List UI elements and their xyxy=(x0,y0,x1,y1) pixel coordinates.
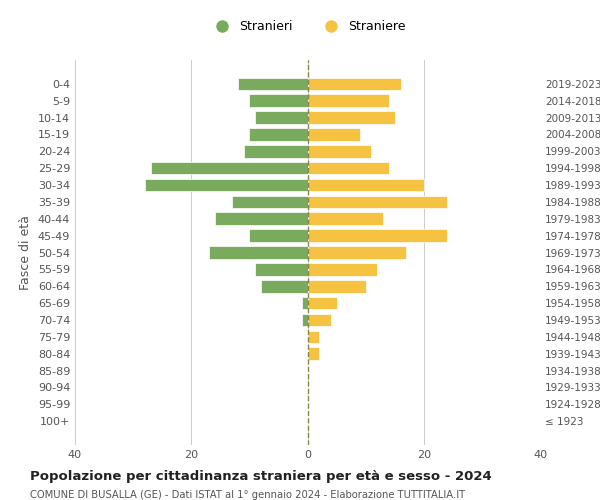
Bar xyxy=(244,145,308,158)
Bar xyxy=(308,212,383,225)
Bar xyxy=(255,263,308,276)
Bar xyxy=(232,196,308,208)
Bar xyxy=(250,230,308,242)
Legend: Stranieri, Straniere: Stranieri, Straniere xyxy=(206,16,409,36)
Bar xyxy=(308,246,406,259)
Bar xyxy=(255,111,308,124)
Bar xyxy=(250,94,308,107)
Bar xyxy=(308,280,365,292)
Bar xyxy=(209,246,308,259)
Bar xyxy=(308,162,389,174)
Bar xyxy=(308,78,401,90)
Bar xyxy=(308,348,319,360)
Bar xyxy=(308,297,337,310)
Text: Popolazione per cittadinanza straniera per età e sesso - 2024: Popolazione per cittadinanza straniera p… xyxy=(30,470,492,483)
Bar xyxy=(215,212,308,225)
Bar xyxy=(308,314,331,326)
Bar xyxy=(302,314,308,326)
Bar xyxy=(308,263,377,276)
Bar xyxy=(308,94,389,107)
Bar xyxy=(308,196,447,208)
Bar xyxy=(250,128,308,141)
Text: COMUNE DI BUSALLA (GE) - Dati ISTAT al 1° gennaio 2024 - Elaborazione TUTTITALIA: COMUNE DI BUSALLA (GE) - Dati ISTAT al 1… xyxy=(30,490,465,500)
Bar xyxy=(308,111,395,124)
Y-axis label: Fasce di età: Fasce di età xyxy=(19,215,32,290)
Bar xyxy=(261,280,308,292)
Bar xyxy=(308,330,319,343)
Bar xyxy=(151,162,308,174)
Bar xyxy=(308,128,360,141)
Bar xyxy=(308,145,371,158)
Bar xyxy=(145,178,308,192)
Bar xyxy=(302,297,308,310)
Bar xyxy=(238,78,308,90)
Bar xyxy=(308,230,447,242)
Bar xyxy=(308,178,424,192)
